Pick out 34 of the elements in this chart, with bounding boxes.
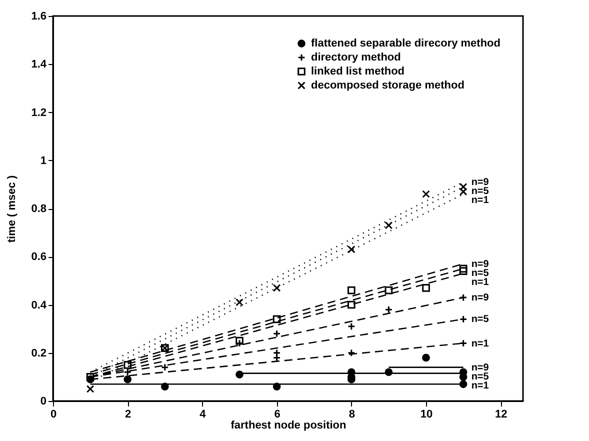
annotation: n=1 xyxy=(471,338,490,350)
x-tick-label: 12 xyxy=(494,408,508,420)
annotation: n=5 xyxy=(471,186,490,198)
legend-label: directory method xyxy=(311,52,401,64)
y-tick-label: 0 xyxy=(40,396,46,408)
annotation: n=9 xyxy=(471,362,490,374)
annotation: n=5 xyxy=(471,314,490,326)
annotation: n=9 xyxy=(471,177,490,188)
y-tick-label: 0.4 xyxy=(31,299,48,312)
y-tick-label: 1 xyxy=(40,154,46,167)
y-tick-label: 1.2 xyxy=(31,106,46,119)
x-axis-title: farthest node position xyxy=(230,420,347,432)
x-tick-label: 8 xyxy=(348,408,355,420)
x-tick-label: 0 xyxy=(50,408,57,420)
legend-label: linked list method xyxy=(311,66,405,78)
annotation: n=1 xyxy=(471,380,490,392)
annotation: n=5 xyxy=(471,371,490,382)
annotation: n=1 xyxy=(471,276,490,288)
legend-label: decomposed storage method xyxy=(311,80,464,92)
y-tick-label: 1.6 xyxy=(31,10,46,22)
annotation: n=9 xyxy=(471,292,490,304)
y-tick-label: 0.6 xyxy=(31,251,46,264)
y-tick-label: 0.2 xyxy=(31,347,46,360)
legend-label: flattened separable direcory method xyxy=(311,38,500,50)
x-tick-label: 6 xyxy=(274,408,280,420)
y-tick-label: 1.4 xyxy=(31,58,48,71)
y-axis-title: time ( msec ) xyxy=(6,175,18,243)
x-tick-label: 4 xyxy=(200,408,207,420)
annotation: n=1 xyxy=(471,195,490,206)
annotation: n=5 xyxy=(471,268,490,279)
y-tick-label: 0.8 xyxy=(31,203,46,215)
annotation: n=9 xyxy=(471,258,490,270)
x-tick-label: 2 xyxy=(125,408,132,420)
x-tick-label: 10 xyxy=(420,408,433,420)
